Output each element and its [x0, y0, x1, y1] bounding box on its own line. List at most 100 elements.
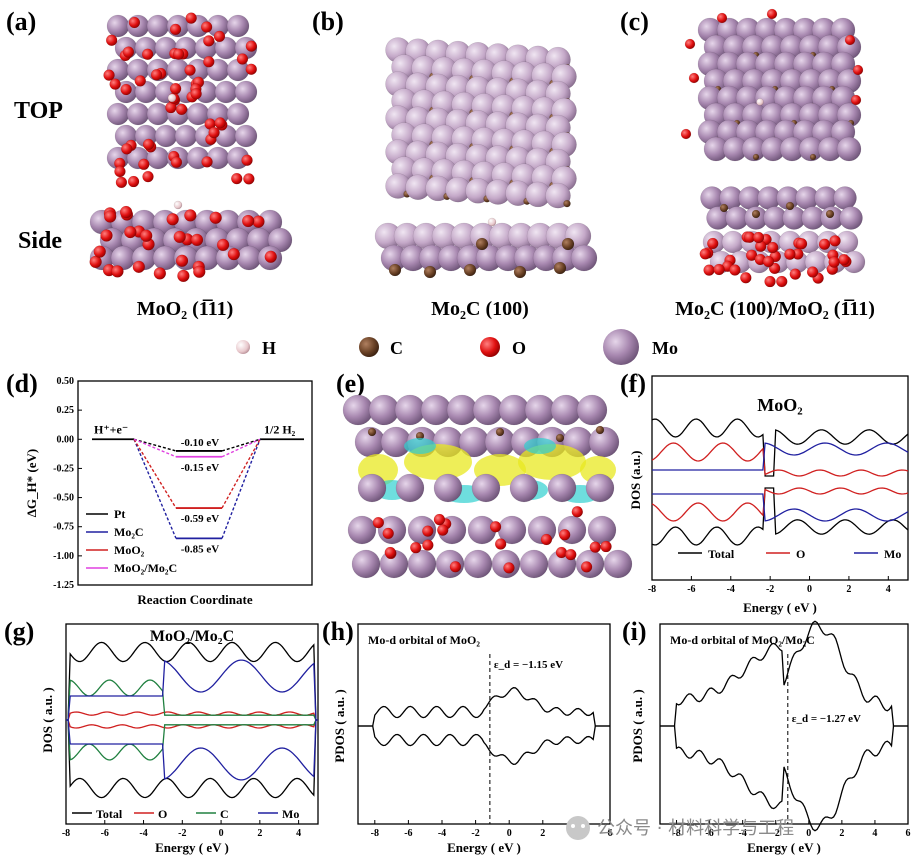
panel-label-f: (f): [620, 369, 646, 398]
atom-mo: [519, 549, 549, 579]
y-tick-label: -0.75: [53, 522, 74, 533]
charge-depletion: [524, 438, 556, 454]
caption-a: MoO₂ (1̅11): [137, 298, 234, 320]
atom-c: [475, 237, 489, 251]
atom-o: [142, 138, 155, 151]
atom-mo: [587, 515, 617, 545]
y-tick-label: 0.00: [57, 434, 75, 445]
annotation-mo2c: -0.85 eV: [181, 543, 220, 555]
atom-o: [776, 275, 788, 288]
atom-h: [173, 200, 183, 210]
atom-legend: H C O Mo: [236, 329, 678, 365]
panel-label-b: (b): [312, 7, 344, 36]
x-tick-label: 6: [608, 828, 613, 839]
dos-up: [66, 679, 318, 721]
atom-o: [115, 176, 128, 189]
structure-moo2: [89, 12, 293, 283]
structure-heterostructure: [680, 8, 866, 288]
watermark: 公众号 · 材料科学与工程: [566, 816, 794, 840]
plot-frame: [65, 623, 319, 825]
x-axis-label: Energy ( eV ): [155, 840, 229, 855]
x-tick-label: -4: [139, 828, 147, 839]
atom-h: [487, 217, 497, 227]
atom-o: [752, 231, 765, 244]
y-axis-label: PDOS ( a.u. ): [630, 689, 645, 762]
atom-o: [729, 264, 741, 276]
atom-mo: [839, 206, 863, 230]
atom-mo: [368, 394, 400, 426]
atom-o: [103, 69, 115, 81]
atom-mo-icon: [603, 329, 639, 365]
legend-h: H: [262, 338, 276, 358]
atom-o: [124, 225, 137, 239]
chart-title: Mo-d orbital of MoO₂/Mo₂C: [670, 633, 815, 647]
atom-o: [121, 143, 133, 155]
atom-o: [170, 156, 183, 169]
atom-mo: [357, 473, 387, 503]
atom-o: [422, 539, 434, 551]
atom-o: [119, 205, 133, 219]
atom-o: [372, 516, 385, 529]
atom-c: [555, 433, 565, 443]
x-tick-label: 2: [257, 828, 262, 839]
atom-mo: [226, 102, 250, 126]
atom-c: [595, 425, 605, 435]
atom-o: [93, 245, 107, 258]
atom-mo: [472, 394, 504, 426]
atom-mo: [463, 549, 493, 579]
atom-c: [495, 427, 505, 437]
atom-c: [719, 203, 729, 213]
plot-frame: [651, 375, 909, 581]
legend-label: O: [158, 807, 167, 821]
atom-o: [713, 263, 725, 276]
atom-c: [563, 199, 571, 208]
legend-o: O: [512, 338, 526, 358]
dos-up: [66, 711, 318, 721]
atom-mo: [407, 515, 437, 545]
series-connector: [133, 438, 177, 452]
atom-h: [756, 98, 764, 106]
atom-mo: [126, 102, 150, 126]
atom-mo: [395, 473, 425, 503]
atom-o: [190, 87, 202, 100]
dos-up: [66, 641, 318, 721]
charge-density-difference: [342, 394, 633, 579]
panel-label-e: (e): [336, 369, 365, 398]
atom-mo: [836, 136, 862, 162]
plot-frame: [77, 380, 313, 586]
atom-mo: [106, 102, 130, 126]
series-connector: [133, 439, 177, 539]
atom-mo: [585, 473, 615, 503]
atom-o: [208, 126, 220, 139]
atom-o: [449, 561, 462, 573]
atom-mo: [833, 186, 857, 210]
atom-c-icon: [359, 337, 379, 357]
atom-o: [264, 250, 277, 263]
atom-o: [134, 75, 147, 87]
x-tick-label: -8: [648, 584, 656, 595]
atom-mo: [446, 394, 478, 426]
atom-c: [367, 427, 377, 437]
atom-o: [600, 540, 612, 553]
x-tick-label: -2: [772, 828, 780, 839]
atom-o: [589, 541, 602, 553]
plot-frame: [357, 623, 611, 825]
x-tick-label: 4: [296, 828, 301, 839]
atom-mo: [106, 14, 130, 38]
atom-o: [209, 211, 222, 224]
atom-o: [699, 248, 712, 260]
x-tick-label: -6: [687, 584, 695, 595]
atom-mo: [226, 14, 250, 38]
chart-title: MoO₂/Mo₂C: [150, 628, 234, 645]
atom-o: [128, 16, 141, 29]
dos-down-#d02020: [651, 487, 909, 522]
x-axis-label: Reaction Coordinate: [137, 592, 252, 607]
atom-o: [114, 165, 126, 178]
chart-title: MoO₂: [757, 395, 802, 415]
atom-o: [555, 546, 568, 559]
panel-label-d: (d): [6, 369, 38, 398]
atom-o: [410, 541, 422, 554]
x-tick-label: 2: [846, 584, 851, 595]
atom-o: [169, 82, 182, 95]
